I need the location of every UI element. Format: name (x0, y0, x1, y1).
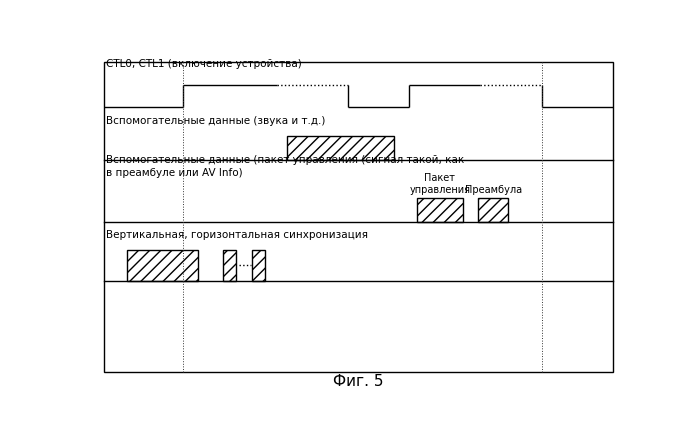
Text: Преамбула: Преамбула (465, 185, 521, 195)
Bar (252, 250, 265, 281)
Text: Фиг. 5: Фиг. 5 (333, 374, 384, 389)
Bar (223, 250, 236, 281)
Bar (417, 198, 463, 222)
Bar (127, 250, 198, 281)
Text: Вертикальная, горизонтальная синхронизация: Вертикальная, горизонтальная синхронизац… (106, 229, 368, 240)
Text: CTL0, CTL1 (включение устройства): CTL0, CTL1 (включение устройства) (106, 59, 302, 69)
Text: Вспомогательные данные (пакет управления (сигнал такой, как
в преамбуле или AV I: Вспомогательные данные (пакет управления… (106, 155, 464, 177)
Text: Пакет
управления: Пакет управления (409, 173, 470, 195)
Bar (478, 198, 508, 222)
Text: Вспомогательные данные (звука и т.д.): Вспомогательные данные (звука и т.д.) (106, 116, 326, 126)
Bar (287, 136, 394, 160)
